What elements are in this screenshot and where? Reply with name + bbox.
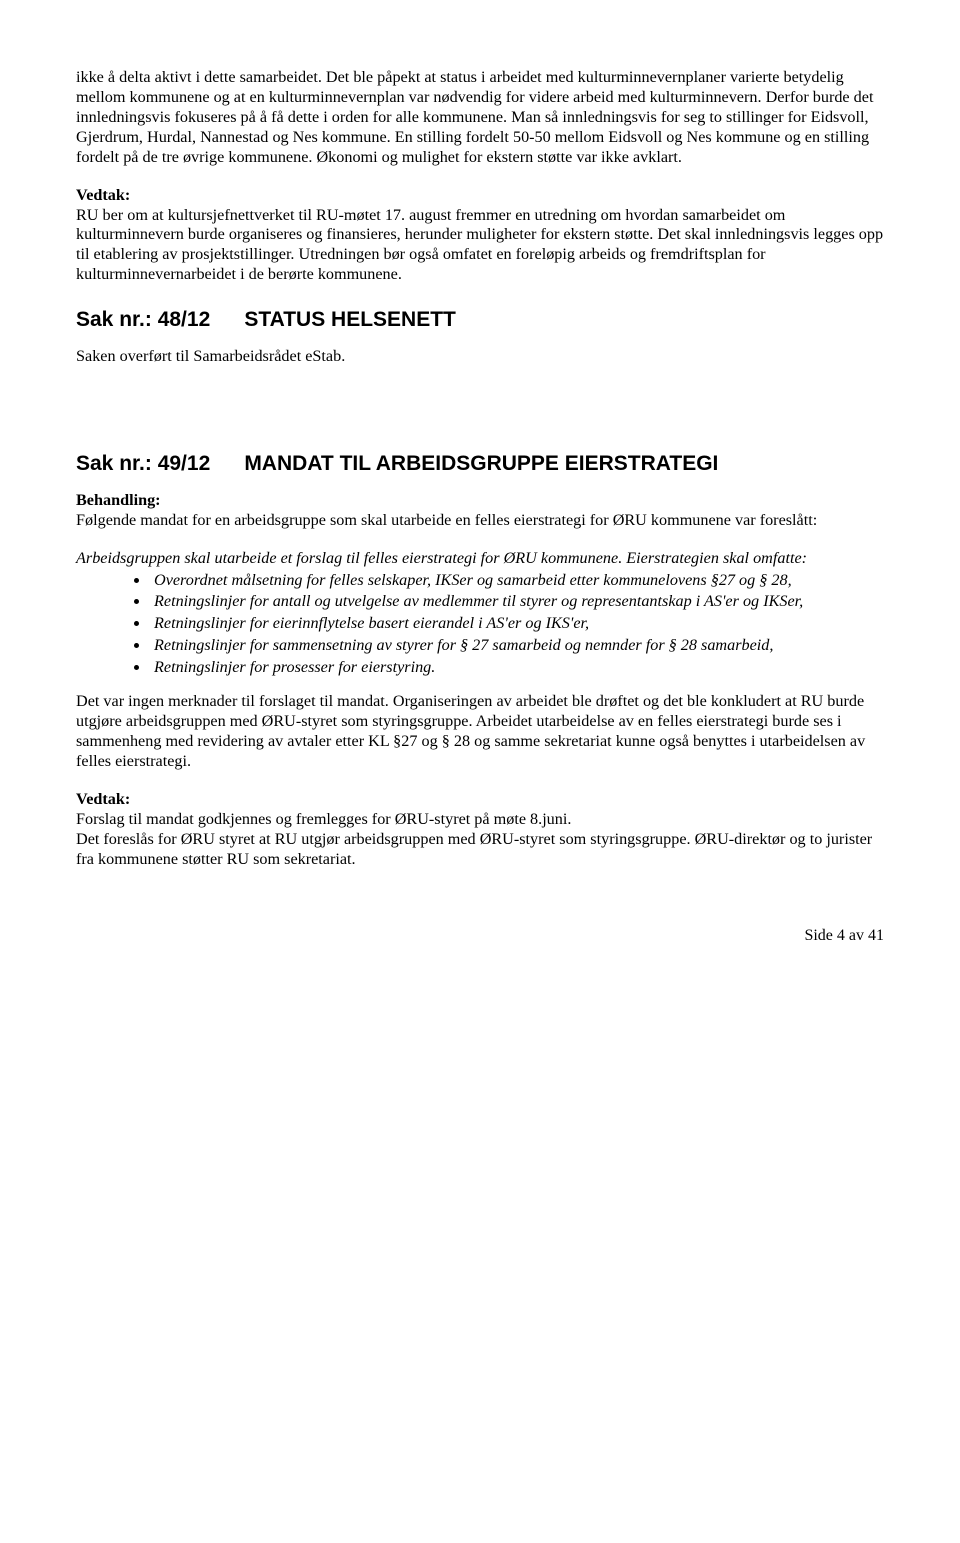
behandling-text: Følgende mandat for en arbeidsgruppe som… [76, 511, 884, 531]
vedtak2-line1: Forslag til mandat godkjennes og fremleg… [76, 810, 884, 830]
intro-line2: Det ble påpekt at status i arbeidet med [326, 68, 574, 86]
sak-49-heading: Sak nr.: 49/12 MANDAT TIL ARBEIDSGRUPPE … [76, 451, 884, 477]
sak-49-title: MANDAT TIL ARBEIDSGRUPPE EIERSTRATEGI [244, 452, 718, 475]
italic-intro: Arbeidsgruppen skal utarbeide et forslag… [76, 549, 884, 569]
bullet-item: Retningslinjer for sammensetning av styr… [150, 636, 884, 656]
bullet-item: Retningslinjer for antall og utvelgelse … [150, 592, 884, 612]
vedtak-label-1: Vedtak: [76, 186, 884, 206]
bullet-item: Retningslinjer for eierinnflytelse baser… [150, 614, 884, 634]
intro-line1: ikke å delta aktivt i dette samarbeidet. [76, 68, 322, 86]
sak-49-prefix: Sak nr.: 49/12 [76, 452, 210, 475]
vedtak-text-1: RU ber om at kultursjefnettverket til RU… [76, 206, 884, 286]
vedtak2-line2: Det foreslås for ØRU styret at RU utgjør… [76, 830, 884, 870]
behandling-label: Behandling: [76, 491, 884, 511]
after-bullets-paragraph: Det var ingen merknader til forslaget ti… [76, 692, 884, 772]
sak-48-title: STATUS HELSENETT [244, 308, 456, 331]
sak-48-heading: Sak nr.: 48/12 STATUS HELSENETT [76, 307, 884, 333]
sak-48-prefix: Sak nr.: 48/12 [76, 308, 210, 331]
bullet-item: Overordnet målsetning for felles selskap… [150, 571, 884, 591]
vedtak-label-2: Vedtak: [76, 790, 884, 810]
bullet-item: Retningslinjer for prosesser for eiersty… [150, 658, 884, 678]
page-footer: Side 4 av 41 [76, 926, 884, 946]
bullet-list: Overordnet målsetning for felles selskap… [76, 571, 884, 679]
sak-48-body: Saken overført til Samarbeidsrådet eStab… [76, 347, 884, 367]
intro-paragraph: ikke å delta aktivt i dette samarbeidet.… [76, 68, 884, 168]
